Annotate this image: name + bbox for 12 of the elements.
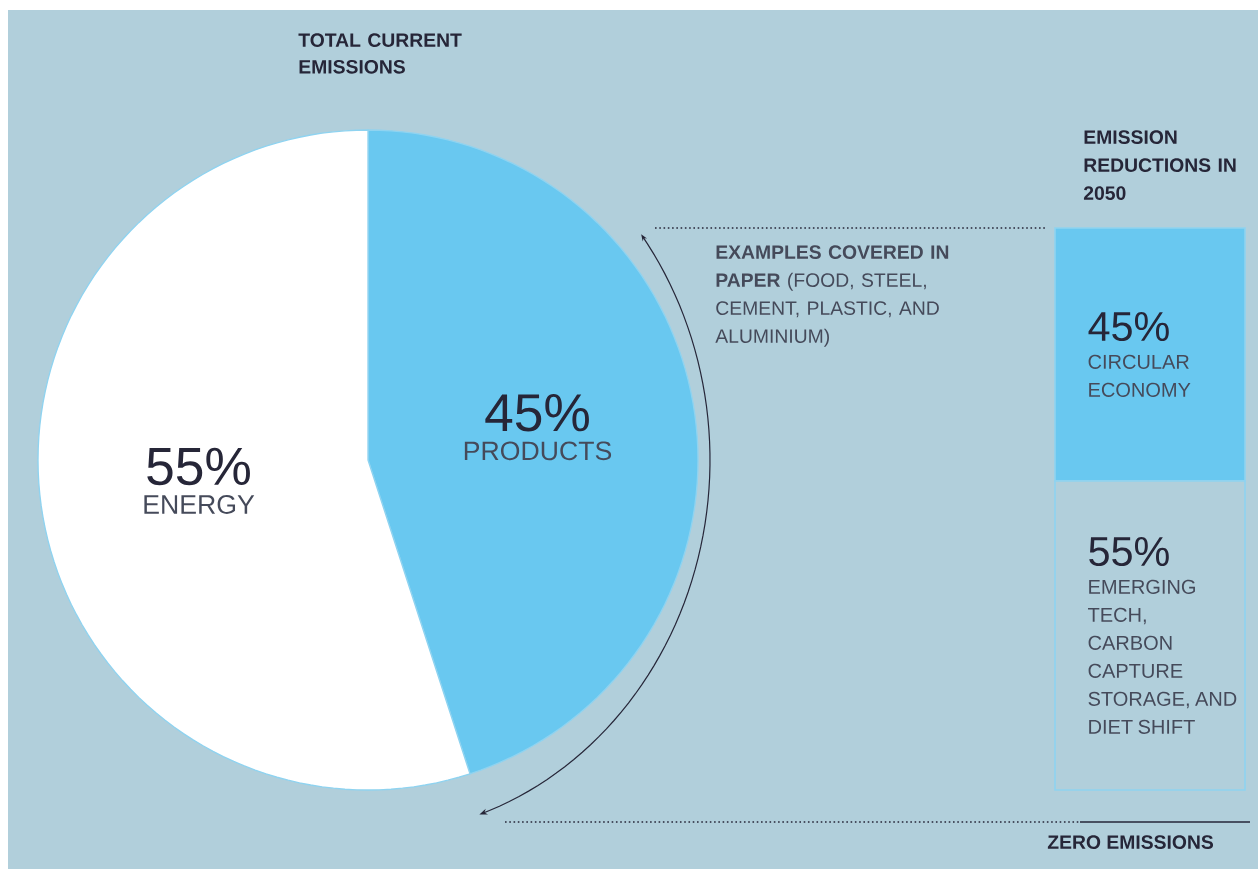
- text: EXAMPLES COVERED IN PAPER (FOOD, STEEL, CEMENT, PLASTIC, AND ALUMINIUM): [715, 245, 949, 347]
- data-label: 45%: [1088, 312, 1169, 342]
- data-label: 55%: [1089, 537, 1169, 567]
- slice-label: PRODUCTS: [464, 441, 612, 461]
- slice-label: ENERGY: [144, 495, 255, 514]
- chart-title: EMISSION REDUCTIONS IN 2050: [1083, 130, 1236, 200]
- series-label: CIRCULAR ECONOMY: [1088, 354, 1191, 397]
- text: ZERO EMISSIONS: [1047, 835, 1214, 849]
- data-label: 45%: [485, 394, 589, 432]
- data-label: 55%: [147, 447, 250, 486]
- chart-title: TOTAL CURRENT EMISSIONS: [298, 33, 462, 74]
- series-label: EMERGING TECH, CARBON CAPTURE STORAGE, AND DIET SHIFT: [1088, 579, 1237, 734]
